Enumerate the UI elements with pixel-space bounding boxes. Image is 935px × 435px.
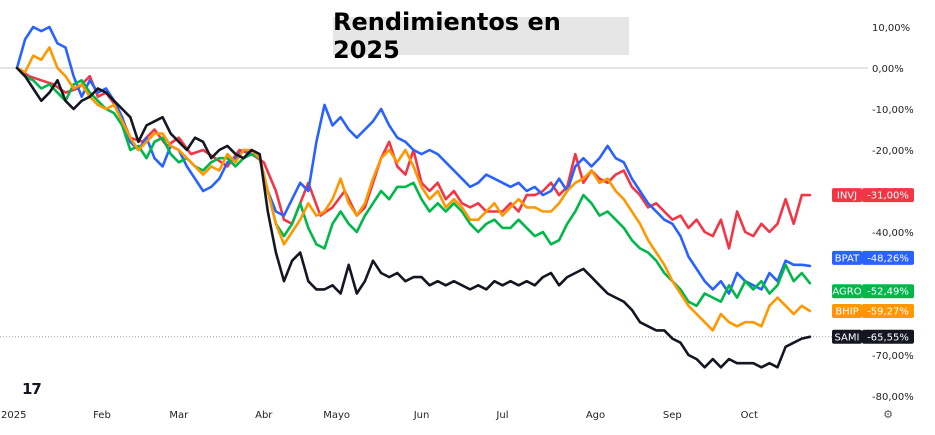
x-tick-label: Abr: [255, 410, 273, 421]
y-tick-label: -10,00%: [872, 105, 914, 116]
series-line-agro: [15, 66, 812, 308]
y-tick-label: 10,00%: [872, 23, 910, 34]
chart-title: Rendimientos en 2025: [333, 8, 561, 64]
x-tick-label: Sep: [663, 410, 682, 421]
series-line-sami: [15, 66, 812, 369]
badge-agro: AGRO -52,49%: [832, 284, 914, 299]
x-tick-label: Oct: [741, 410, 758, 421]
badge-value: -59,27%: [867, 307, 909, 318]
badge-value: -31,00%: [867, 191, 909, 202]
series-line-bhip: [15, 46, 812, 332]
chart-title-box: Rendimientos en 2025: [333, 8, 629, 64]
y-tick-label: -80,00%: [872, 392, 914, 403]
badge-value: -65,55%: [867, 332, 909, 343]
y-tick-label: -40,00%: [872, 228, 914, 239]
x-axis: 2025 Feb Mar Abr Mayo Jun Jul Ago Sep Oct: [1, 410, 758, 421]
last-value-badges: INVJ -31,00% BPAT -48,26% AGRO -52,49% BHIP -59…: [832, 188, 914, 344]
series-lines: [15, 25, 812, 369]
x-tick-label: Mayo: [323, 410, 350, 421]
y-tick-label: -20,00%: [872, 146, 914, 157]
tradingview-logo[interactable]: 17: [22, 380, 42, 398]
y-tick-label: 0,00%: [872, 64, 904, 75]
badge-name: BPAT: [835, 253, 860, 264]
y-tick-label: -70,00%: [872, 351, 914, 362]
x-tick-label: Jun: [413, 410, 430, 421]
gear-icon[interactable]: ⚙: [883, 408, 893, 421]
x-tick-label: Jul: [495, 410, 508, 421]
badge-invj: INVJ -31,00%: [832, 188, 914, 203]
badge-name: BHIP: [835, 307, 858, 318]
badge-value: -48,26%: [867, 253, 909, 264]
x-tick-label: Feb: [93, 410, 111, 421]
badge-bhip: BHIP -59,27%: [832, 304, 914, 319]
series-line-invj: [15, 66, 812, 250]
series-line-bpat: [15, 25, 812, 295]
zero-reference-line: [0, 67, 868, 338]
badge-name: AGRO: [832, 287, 861, 298]
badge-value: -52,49%: [867, 287, 909, 298]
badge-sami: SAMI -65,55%: [832, 329, 914, 344]
x-tick-label: Ago: [586, 410, 605, 421]
badge-name: INVJ: [837, 191, 857, 202]
y-axis: 10,00%0,00%-10,00%-20,00%-30,00%-40,00%-…: [872, 23, 914, 403]
x-tick-label: Mar: [169, 410, 189, 421]
x-tick-label: 2025: [1, 410, 26, 421]
badge-name: SAMI: [835, 332, 860, 343]
badge-bpat: BPAT -48,26%: [832, 250, 914, 265]
